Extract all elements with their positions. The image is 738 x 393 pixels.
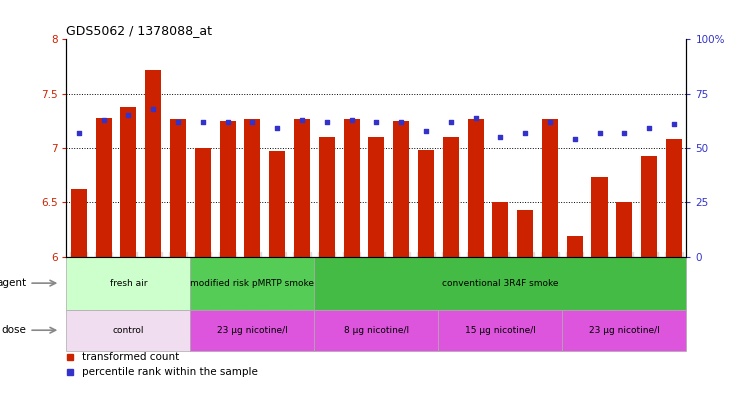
- Point: [370, 119, 382, 125]
- Bar: [368, 137, 384, 257]
- Bar: [120, 107, 137, 257]
- Bar: [641, 156, 658, 257]
- Bar: [492, 202, 508, 257]
- Point: [345, 117, 357, 123]
- Point: [520, 130, 531, 136]
- Point: [73, 130, 85, 136]
- Bar: [219, 121, 235, 257]
- Bar: [393, 121, 410, 257]
- Text: 23 μg nicotine/l: 23 μg nicotine/l: [217, 326, 288, 335]
- Bar: [418, 150, 434, 257]
- Point: [396, 119, 407, 125]
- Bar: [190, 257, 314, 310]
- Text: transformed count: transformed count: [82, 353, 179, 362]
- Bar: [517, 210, 534, 257]
- Bar: [66, 310, 190, 351]
- Bar: [443, 137, 459, 257]
- Point: [296, 117, 308, 123]
- Point: [644, 125, 655, 132]
- Text: fresh air: fresh air: [110, 279, 147, 288]
- Point: [148, 106, 159, 112]
- Point: [197, 119, 209, 125]
- Point: [97, 117, 109, 123]
- Text: agent: agent: [0, 278, 26, 288]
- Text: 23 μg nicotine/l: 23 μg nicotine/l: [589, 326, 660, 335]
- Point: [445, 119, 457, 125]
- Point: [494, 134, 506, 140]
- Point: [246, 119, 258, 125]
- Point: [668, 121, 680, 127]
- Point: [469, 114, 481, 121]
- Point: [172, 119, 184, 125]
- Bar: [319, 137, 335, 257]
- Bar: [567, 236, 583, 257]
- Bar: [244, 119, 261, 257]
- Text: conventional 3R4F smoke: conventional 3R4F smoke: [442, 279, 559, 288]
- Bar: [66, 257, 190, 310]
- Point: [123, 112, 134, 119]
- Bar: [314, 310, 438, 351]
- Text: GDS5062 / 1378088_at: GDS5062 / 1378088_at: [66, 24, 213, 37]
- Bar: [294, 119, 310, 257]
- Text: dose: dose: [1, 325, 26, 335]
- Bar: [190, 310, 314, 351]
- Bar: [467, 119, 483, 257]
- Bar: [170, 119, 186, 257]
- Text: modified risk pMRTP smoke: modified risk pMRTP smoke: [190, 279, 314, 288]
- Bar: [562, 310, 686, 351]
- Point: [272, 125, 283, 132]
- Bar: [195, 148, 211, 257]
- Point: [569, 136, 581, 142]
- Point: [221, 119, 233, 125]
- Text: 8 μg nicotine/l: 8 μg nicotine/l: [344, 326, 409, 335]
- Point: [420, 127, 432, 134]
- Bar: [71, 189, 87, 257]
- Bar: [591, 177, 607, 257]
- Bar: [95, 118, 111, 257]
- Bar: [542, 119, 558, 257]
- Bar: [269, 151, 286, 257]
- Text: control: control: [113, 326, 144, 335]
- Bar: [343, 119, 359, 257]
- Bar: [616, 202, 632, 257]
- Text: percentile rank within the sample: percentile rank within the sample: [82, 367, 258, 377]
- Bar: [438, 310, 562, 351]
- Bar: [666, 139, 682, 257]
- Bar: [145, 70, 162, 257]
- Point: [544, 119, 556, 125]
- Bar: [314, 257, 686, 310]
- Point: [593, 130, 605, 136]
- Point: [321, 119, 333, 125]
- Point: [618, 130, 630, 136]
- Text: 15 μg nicotine/l: 15 μg nicotine/l: [465, 326, 536, 335]
